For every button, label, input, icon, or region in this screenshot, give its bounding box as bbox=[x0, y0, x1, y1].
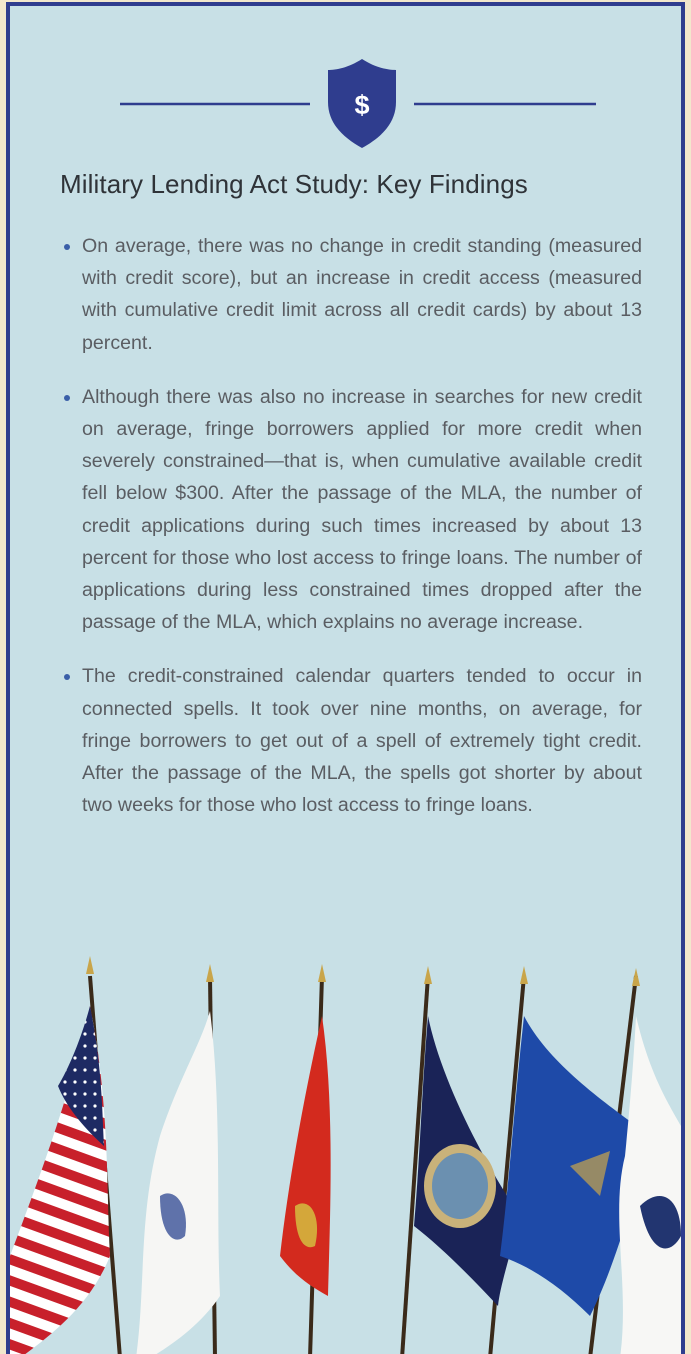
marine-emblem bbox=[295, 1203, 318, 1248]
title: Military Lending Act Study: Key Findings bbox=[60, 169, 528, 199]
army-flag bbox=[136, 1011, 220, 1354]
marine-flag bbox=[280, 1016, 331, 1296]
shield bbox=[328, 59, 396, 148]
bullet: On average, there was no change in credi… bbox=[62, 230, 642, 359]
navy-seal-inner bbox=[432, 1153, 488, 1219]
sidebar-frame: $ Military Lending Act Study: Key Findin… bbox=[6, 2, 685, 1354]
coast-guard-emblem bbox=[640, 1196, 681, 1249]
bullet-list: On average, there was no change in credi… bbox=[62, 230, 642, 843]
army-emblem bbox=[160, 1193, 186, 1240]
coast-guard-flag bbox=[619, 1016, 681, 1354]
bullet: Although there was also no increase in s… bbox=[62, 381, 642, 639]
air-force-emblem bbox=[570, 1151, 610, 1196]
us-canton bbox=[58, 1006, 104, 1146]
shield-symbol: $ bbox=[354, 90, 369, 120]
bullet: The credit-constrained calendar quarters… bbox=[62, 660, 642, 821]
header-ornament: $ bbox=[120, 59, 596, 148]
finials bbox=[86, 956, 640, 986]
flags-illustration bbox=[10, 956, 681, 1354]
